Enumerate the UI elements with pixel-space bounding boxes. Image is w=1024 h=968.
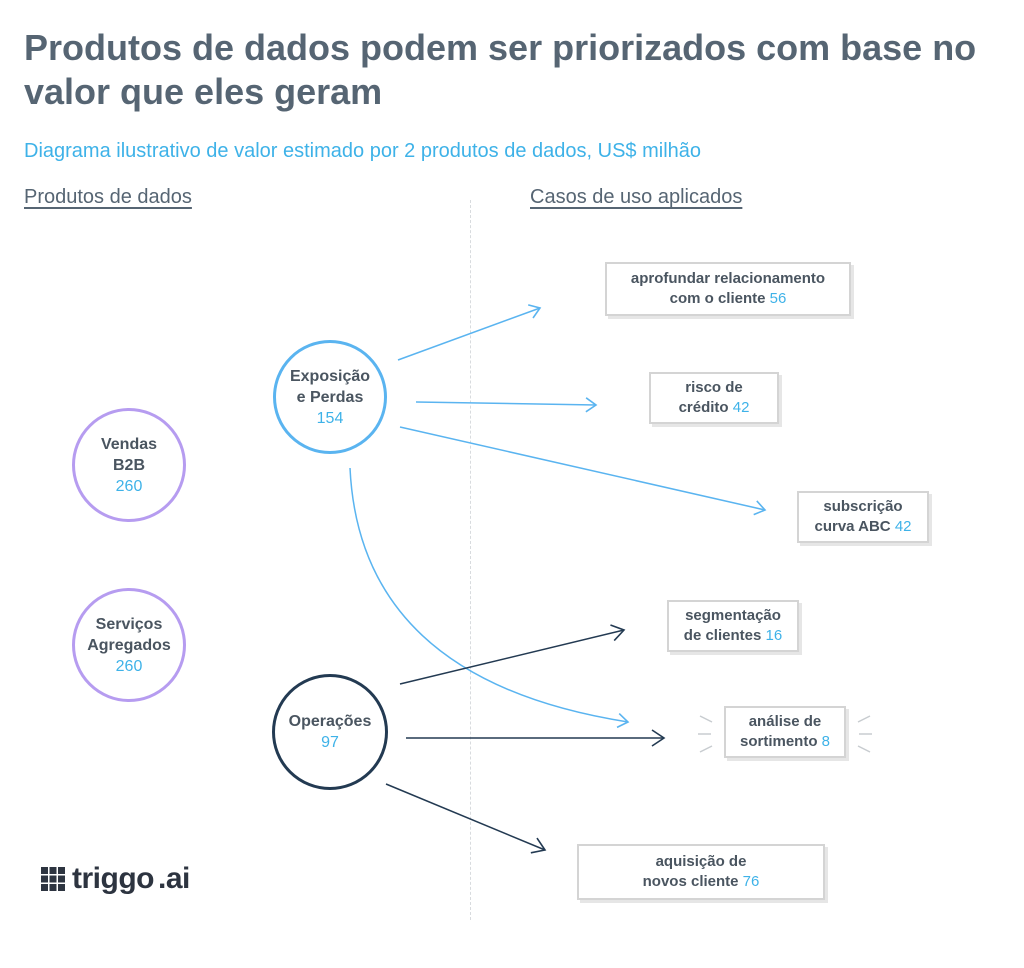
use-case-value: 76: [742, 873, 760, 890]
use-case-value: 42: [732, 399, 750, 416]
product-node-exposicao-perdas: Exposição e Perdas 154: [273, 340, 387, 454]
product-label: e Perdas: [296, 388, 364, 406]
arrow-exposure-relationship: [397, 304, 542, 361]
use-case-label: de clientes: [683, 627, 762, 644]
product-value: 97: [321, 734, 339, 751]
use-case-label: segmentação: [685, 607, 781, 624]
column-header-products: Produtos de dados: [24, 186, 192, 208]
use-case-label: novos cliente: [642, 873, 739, 890]
arrow-operations-acquisition: [385, 783, 547, 854]
product-label: Exposição: [289, 367, 371, 385]
use-case-value: 8: [821, 733, 831, 750]
product-value: 154: [316, 409, 344, 427]
arrow-exposure-credit-risk: [415, 397, 598, 413]
page-title: Produtos de dados podem ser priorizados …: [24, 27, 977, 112]
arrow-exposure-subscription: [399, 426, 767, 516]
product-label: Serviços: [95, 615, 163, 633]
use-case-label: com o cliente: [669, 290, 766, 307]
product-label: Vendas: [100, 435, 158, 453]
use-case-label: análise de: [748, 713, 822, 730]
use-case-label: aquisição de: [655, 853, 747, 870]
use-case-credit-risk: risco de crédito 42: [649, 372, 779, 424]
use-case-segmentation: segmentação de clientes 16: [667, 600, 799, 652]
cube-logo-icon: [41, 867, 65, 891]
use-case-value: 16: [765, 627, 783, 644]
use-case-label: risco de: [685, 379, 743, 396]
brand-logo: triggo .ai: [38, 862, 190, 896]
logo-text: triggo: [72, 862, 154, 895]
highlight-marks: [698, 715, 872, 753]
use-case-assortment: análise de sortimento 8: [724, 706, 846, 758]
product-node-operacoes: Operações 97: [272, 674, 388, 790]
use-case-subscription: subscrição curva ABC 42: [797, 491, 929, 543]
page-subtitle: Diagrama ilustrativo de valor estimado p…: [24, 140, 702, 162]
use-case-relationship: aprofundar relacionamento com o cliente 5…: [605, 262, 851, 316]
product-node-servicos-agregados: Serviços Agregados 260: [72, 588, 186, 702]
use-case-value: 42: [894, 518, 912, 535]
arrow-operations-segmentation: [399, 624, 626, 685]
use-case-label: aprofundar relacionamento: [630, 270, 826, 287]
use-case-label: crédito: [678, 399, 729, 416]
use-case-label: subscrição: [823, 498, 903, 515]
product-node-vendas-b2b: Vendas B2B 260: [72, 408, 186, 522]
product-label: B2B: [112, 456, 145, 474]
use-case-acquisition: aquisição de novos cliente 76: [577, 844, 825, 900]
logo-suffix: .ai: [157, 862, 190, 895]
product-label: Operações: [288, 713, 372, 730]
column-divider: [470, 200, 471, 920]
use-case-label: curva ABC: [814, 518, 891, 535]
use-case-value: 56: [769, 290, 787, 307]
product-label: Agregados: [87, 636, 171, 654]
column-header-use-cases: Casos de uso aplicados: [530, 186, 743, 208]
product-value: 260: [115, 657, 143, 675]
use-case-label: sortimento: [739, 733, 818, 750]
arrow-exposure-assortment: [349, 467, 630, 729]
product-value: 260: [115, 477, 143, 495]
